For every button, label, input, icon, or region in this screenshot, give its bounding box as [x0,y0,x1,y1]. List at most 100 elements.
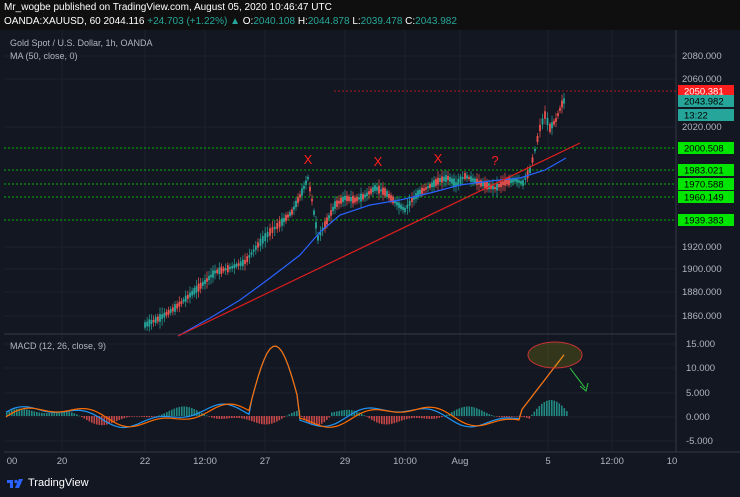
pattern-mark[interactable]: X [374,154,383,169]
price-tag[interactable]: 13:22 [684,111,708,122]
candle-body [482,182,484,187]
macd-bar [128,416,131,417]
macd-bar [516,416,518,417]
price-tag[interactable]: 2050.381 [684,87,724,98]
candle-body [214,270,216,274]
macd-bar [356,411,358,416]
price-tag[interactable]: 1970.588 [684,180,724,191]
macd-bar [538,406,541,416]
price-tag-bg [678,85,734,97]
candle-body [508,177,510,186]
candle-body [324,221,326,229]
macd-bar [461,407,463,416]
candle-body [376,186,378,191]
price-axis-label: 2060.000 [682,74,722,85]
macd-bar [183,406,186,416]
price-chart[interactable]: X X X? 2080.000 2060.000 2020.000 1920.000 190… [0,0,740,470]
time-axis-label: 00 [7,456,18,467]
macd-bar [511,416,513,417]
candle-body [297,197,299,203]
macd-bar [8,411,11,416]
macd-bar [421,416,423,419]
candle-body [340,197,342,204]
macd-bar [411,416,413,419]
candle-body [354,197,356,203]
pattern-mark[interactable]: ? [491,153,498,168]
candle-body [555,118,557,122]
macd-bar [246,416,248,420]
macd-bar [476,408,478,416]
macd-bar [556,401,558,416]
trendline[interactable] [177,142,581,337]
pattern-mark[interactable]: X [434,151,443,166]
price-tag[interactable]: 1939.383 [684,216,724,227]
candle-body [241,259,244,267]
open-label: O: [242,16,254,27]
tradingview-logo[interactable]: TradingView [6,477,89,489]
publisher-username[interactable]: Mr_wogbe [4,2,51,13]
macd-bar [256,416,258,423]
candle-body [186,294,189,299]
candle-body [447,175,449,181]
ma-indicator-label[interactable]: MA (50, close, 0) [10,51,78,61]
macd-bar [478,409,481,416]
macd-bar [306,416,308,422]
price-tag[interactable]: 1983.021 [684,166,724,177]
macd-bar [383,416,386,425]
candle-body [506,178,508,185]
macd-bar [496,416,498,417]
candle-body [484,182,486,188]
candle-body [402,206,404,210]
macd-bar [168,410,171,416]
macd-bar [438,416,441,418]
macd-bar [71,412,73,416]
price-axis-label: 2080.000 [682,51,722,62]
price-tag[interactable]: 2043.982 [684,97,724,108]
candle-body [498,183,500,188]
macd-axis-label: 5.000 [686,388,710,399]
high-value: 2044.878 [307,16,350,27]
macd-bar [386,416,388,425]
candle-body [404,208,406,212]
time-axis-label: 27 [260,456,271,467]
candle-body [291,209,293,215]
candle-body [435,179,437,186]
macd-bar [146,416,148,418]
macd-bar [361,413,363,416]
macd-bar [236,416,238,418]
candle-body [358,197,360,200]
time-axis-label: 10:00 [393,456,417,467]
macd-bar [398,416,401,422]
candle-body [486,181,488,190]
macd-bar [118,416,121,420]
publisher-text: published on TradingView.com, August 05,… [50,2,332,13]
high-label: H: [297,16,308,27]
macd-highlight-ellipse[interactable] [527,341,583,369]
price-tag-bg [678,95,734,107]
candle-body [144,322,146,328]
macd-bar [76,414,78,416]
candle-body [257,242,259,248]
ma-50-line [177,157,567,337]
macd-bar [376,416,378,423]
macd-bar [33,411,36,416]
candle-body [421,187,423,194]
candle-body [470,176,472,182]
macd-bar [531,414,533,416]
candle-body [301,188,303,196]
candle-body [199,282,202,289]
price-tag[interactable]: 2000.508 [684,144,724,155]
macd-bar [178,406,181,416]
candle-body [295,200,297,208]
macd-bar [528,416,531,419]
candle-body [388,193,390,199]
price-tag-bg [678,178,734,190]
price-tag[interactable]: 1960.149 [684,193,724,204]
macd-bar [536,408,538,416]
pattern-mark[interactable]: X [304,152,313,167]
candle-body [419,189,421,195]
macd-bar [441,416,443,418]
macd-title[interactable]: MACD (12, 26, close, 9) [10,341,107,351]
up-arrow-icon: ▲ [230,16,240,27]
candle-body [344,195,346,201]
